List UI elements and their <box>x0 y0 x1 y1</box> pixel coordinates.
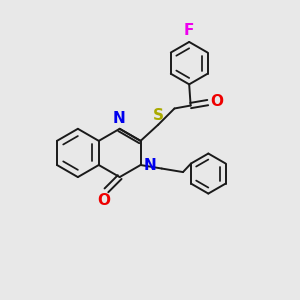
Text: F: F <box>184 23 194 38</box>
Text: N: N <box>143 158 156 173</box>
Text: N: N <box>112 111 125 126</box>
Text: S: S <box>153 108 164 123</box>
Text: O: O <box>210 94 223 109</box>
Text: O: O <box>98 193 111 208</box>
